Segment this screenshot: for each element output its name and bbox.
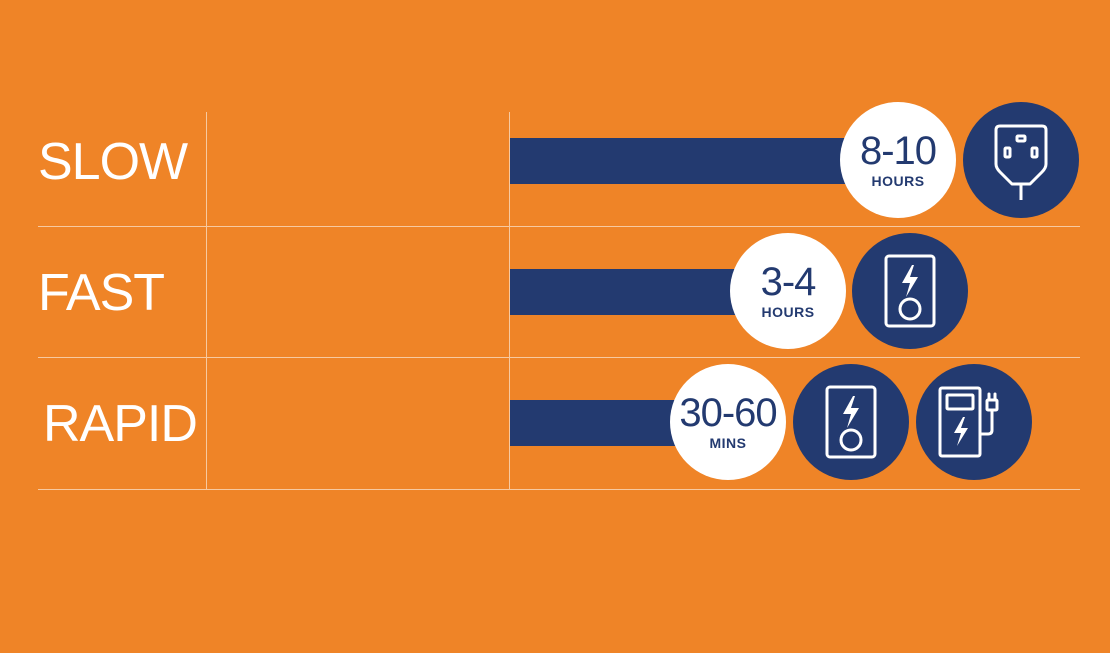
grid-row-line [38,489,1080,490]
value-badge-slow: 8-10 HOURS [840,102,956,218]
grid-row-line [38,226,1080,227]
unit-label: HOURS [761,304,815,320]
category-label-fast: FAST [38,264,165,322]
value-label: 8-10 [859,129,937,173]
bar-fast [510,269,760,315]
bar-slow [510,138,870,184]
charging-station-icon [916,364,1032,480]
grid-divider-left [206,112,207,490]
category-label-slow: SLOW [38,133,188,191]
grid-divider-right [509,112,510,490]
value-label: 30-60 [679,391,777,435]
grid-row-line [38,357,1080,358]
wall-charger-icon [852,233,968,349]
unit-label: MINS [709,435,747,451]
value-label: 3-4 [760,260,817,304]
wall-charger-icon [793,364,909,480]
value-badge-rapid: 30-60 MINS [670,364,786,480]
plug-socket-icon [963,102,1079,218]
unit-label: HOURS [871,173,925,189]
value-badge-fast: 3-4 HOURS [730,233,846,349]
category-label-rapid: RAPID [43,395,198,453]
